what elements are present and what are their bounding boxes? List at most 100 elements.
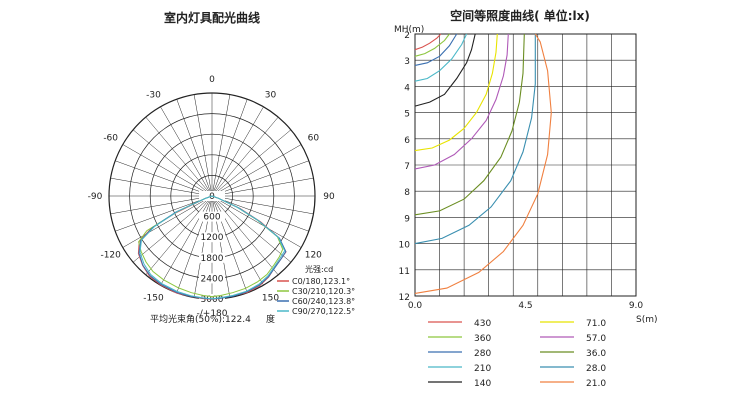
isolux-legend: 430 360 280 210 140 71.0 57.0 36.0 28.0 21.0 (428, 319, 606, 389)
polar-radial-label-bg (199, 232, 225, 243)
polar-spoke (176, 99, 213, 197)
polar-angle-label: -120 (100, 251, 121, 261)
isolux-legend-label: 36.0 (586, 349, 606, 359)
polar-radial-label: 3000 (201, 295, 224, 305)
polar-spoke (211, 195, 292, 263)
isolux-y-tick-label: 9 (404, 214, 410, 224)
isolux-legend-label: 21.0 (586, 379, 606, 389)
isolux-legend-label: 210 (474, 364, 491, 374)
polar-angle-label: -150 (143, 293, 164, 303)
isolux-y-tick-label: 4 (404, 83, 410, 93)
isolux-x-axis-label: S(m) (636, 315, 658, 325)
polar-angle-label: 90 (323, 192, 335, 202)
polar-series-line-3 (139, 195, 286, 300)
isolux-series-line-4 (414, 33, 476, 107)
polar-chart-title: 室内灯具配光曲线 (164, 10, 260, 25)
polar-radial-label: 600 (203, 213, 220, 223)
isolux-chart-title: 空间等照度曲线( 单位:lx) (450, 8, 590, 23)
polar-spoke (211, 116, 279, 197)
polar-spoke (110, 177, 213, 197)
isolux-series-line-5 (414, 33, 498, 152)
isolux-x-tick-label: 4.5 (518, 301, 532, 311)
polar-spoke (211, 177, 314, 197)
polar-radial-label: 1200 (201, 233, 224, 243)
isolux-y-tick-label: 7 (404, 162, 410, 172)
polar-spoke (211, 94, 231, 197)
isolux-x-tick-label: 0.0 (408, 301, 423, 311)
polar-legend-label: C90/270,122.5° (292, 307, 355, 316)
isolux-series-line-3 (414, 33, 468, 82)
polar-spoke (145, 195, 213, 276)
isolux-series-line-2 (414, 33, 458, 66)
isolux-legend-label: 28.0 (586, 364, 606, 374)
polar-radial-label-bg (199, 211, 225, 222)
isolux-series-line-9 (414, 33, 552, 294)
polar-radial-label: 0 (209, 192, 215, 202)
polar-unit-label: 光强:cd (305, 264, 333, 274)
polar-angle-label: 120 (305, 251, 322, 261)
polar-series-line-1 (138, 195, 284, 298)
polar-spoke (211, 195, 264, 286)
polar-series (137, 195, 287, 300)
polar-spoke (122, 195, 213, 248)
polar-angle-labels: -/+180 -150 150 -120 120 -90 90 -60 60 -30 30 0 (88, 75, 335, 319)
isolux-y-tick-label: 3 (404, 57, 410, 67)
beam-angle-unit: 度 (266, 313, 275, 325)
isolux-legend-label: 57.0 (586, 334, 606, 344)
isolux-y-tick-label: 11 (399, 267, 410, 277)
isolux-series-line-7 (414, 33, 525, 216)
polar-angle-label: -/+180 (197, 309, 228, 319)
polar-spoke (115, 195, 213, 232)
polar-spoke (110, 195, 213, 215)
polar-spoke (132, 129, 213, 197)
polar-spoke (115, 160, 213, 197)
polar-spoke (211, 195, 314, 215)
polar-angle-label: 30 (265, 91, 277, 101)
polar-spoke (122, 144, 213, 197)
polar-angle-label: -30 (146, 91, 161, 101)
isolux-grid (414, 33, 637, 297)
polar-angle-label: -60 (103, 134, 118, 144)
isolux-legend-label: 71.0 (586, 319, 606, 329)
polar-spoke (211, 195, 279, 276)
isolux-series-line-0 (414, 33, 442, 51)
isolux-legend-label: 430 (474, 319, 491, 329)
isolux-y-tick-label: 6 (404, 136, 410, 146)
polar-spoke (211, 144, 302, 197)
isolux-series (414, 33, 552, 294)
polar-radial-label-bg (199, 273, 225, 284)
polar-spoke (193, 94, 213, 197)
polar-angle-label: 0 (209, 75, 215, 85)
polar-spoke (211, 195, 309, 232)
isolux-series-line-8 (414, 34, 536, 245)
isolux-y-axis-label: MH(m) (394, 25, 424, 35)
polar-radial-label: 1800 (201, 254, 224, 264)
polar-spoke (211, 195, 302, 248)
polar-spoke (145, 116, 213, 197)
polar-spoke (160, 106, 213, 197)
isolux-plot-frame (414, 33, 637, 297)
polar-spoke (211, 160, 309, 197)
isolux-x-tick-label: 9.0 (629, 301, 644, 311)
polar-legend-label: C0/180,123.1° (292, 277, 350, 286)
isolux-legend-label: 140 (474, 379, 491, 389)
polar-radial-label-bg (199, 252, 225, 263)
polar-spoke (160, 195, 213, 286)
polar-legend-label: C30/210,120.3° (292, 287, 355, 296)
polar-angle-label: 150 (262, 293, 279, 303)
polar-angle-label: 60 (308, 134, 320, 144)
beam-angle-label: 平均光束角(50%):122.4 (150, 313, 251, 325)
isolux-series-line-6 (414, 33, 509, 170)
isolux-legend-label: 360 (474, 334, 491, 344)
isolux-y-tick-label: 10 (399, 241, 411, 251)
polar-angle-label: -90 (88, 192, 103, 202)
polar-legend: C0/180,123.1°C30/210,120.3°C60/240,123.8… (277, 277, 355, 316)
polar-radial-label: 2400 (201, 274, 224, 284)
isolux-series-line-1 (414, 33, 450, 57)
isolux-y-tick-label: 8 (404, 188, 410, 198)
isolux-tick-labels: 2 3 4 5 6 7 8 9 10 11 120.0 4.5 9.0 (399, 31, 644, 311)
polar-spoke (211, 129, 292, 197)
isolux-y-tick-label: 12 (399, 293, 410, 303)
